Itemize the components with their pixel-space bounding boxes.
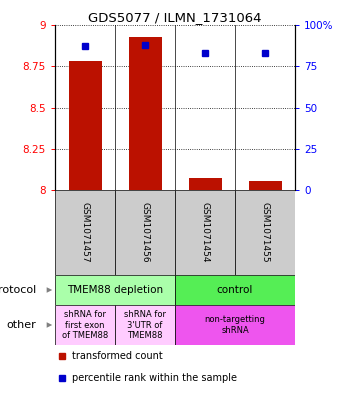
Text: protocol: protocol — [0, 285, 36, 295]
Title: GDS5077 / ILMN_1731064: GDS5077 / ILMN_1731064 — [88, 11, 262, 24]
Bar — [55, 275, 175, 305]
Text: shRNA for
first exon
of TMEM88: shRNA for first exon of TMEM88 — [62, 310, 108, 340]
Bar — [235, 190, 295, 275]
Bar — [129, 37, 162, 190]
Bar — [175, 190, 235, 275]
Text: TMEM88 depletion: TMEM88 depletion — [67, 285, 163, 295]
Bar — [68, 61, 102, 190]
Text: GSM1071456: GSM1071456 — [140, 202, 150, 263]
Bar — [55, 305, 115, 345]
Bar — [175, 305, 295, 345]
Text: transformed count: transformed count — [72, 351, 163, 361]
Text: GSM1071457: GSM1071457 — [81, 202, 89, 263]
Bar — [115, 190, 175, 275]
Text: shRNA for
3'UTR of
TMEM88: shRNA for 3'UTR of TMEM88 — [124, 310, 166, 340]
Text: other: other — [6, 320, 36, 330]
Bar — [115, 305, 175, 345]
Text: percentile rank within the sample: percentile rank within the sample — [72, 373, 237, 383]
Text: non-targetting
shRNA: non-targetting shRNA — [205, 315, 266, 335]
Text: GSM1071455: GSM1071455 — [260, 202, 270, 263]
Bar — [55, 190, 115, 275]
Bar — [188, 178, 221, 190]
Text: control: control — [217, 285, 253, 295]
Bar — [175, 275, 295, 305]
Bar — [249, 181, 282, 190]
Text: GSM1071454: GSM1071454 — [201, 202, 209, 263]
